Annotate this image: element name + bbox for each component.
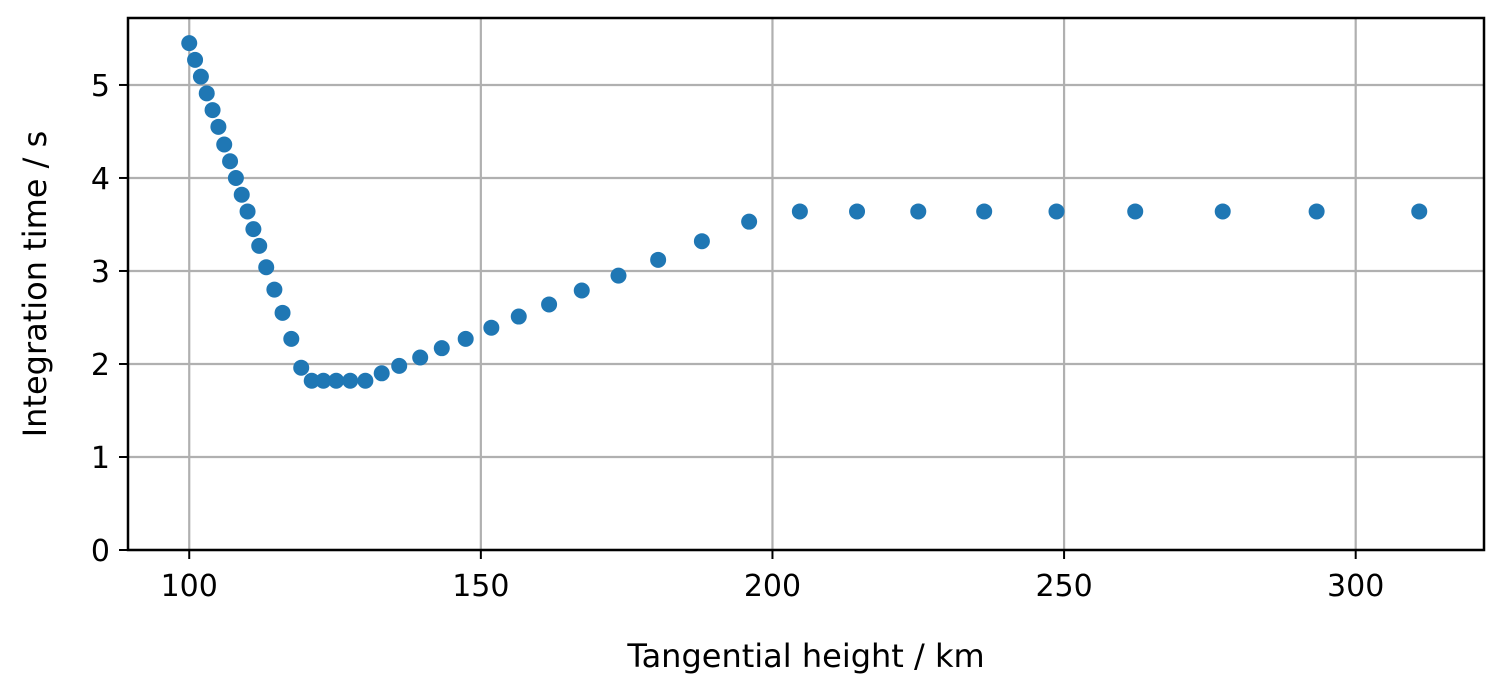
data-point: [391, 357, 408, 374]
data-point: [210, 118, 227, 135]
data-point: [245, 221, 262, 238]
grid: [128, 18, 1484, 552]
data-point: [976, 203, 993, 220]
data-point: [849, 203, 866, 220]
data-point: [510, 308, 527, 325]
x-tick-label: 300: [1327, 569, 1384, 604]
y-axis-title: Integration time / s: [16, 131, 54, 438]
y-tick-label: 3: [91, 255, 110, 290]
data-point: [204, 102, 221, 119]
y-tick-label: 1: [91, 441, 110, 476]
x-tick-label: 250: [1035, 569, 1092, 604]
data-point: [433, 340, 450, 357]
data-point: [373, 365, 390, 382]
y-axis-ticks: 0 1 2 3 4 5: [91, 69, 128, 569]
x-axis-title: Tangential height / km: [626, 637, 984, 675]
data-point: [216, 136, 233, 153]
data-point: [412, 349, 429, 366]
data-point: [283, 330, 300, 347]
data-point: [1411, 203, 1428, 220]
x-tick-label: 100: [161, 569, 218, 604]
x-tick-label: 200: [744, 569, 801, 604]
y-tick-label: 4: [91, 162, 110, 197]
data-point: [187, 51, 204, 68]
data-point: [315, 372, 332, 389]
y-tick-label: 2: [91, 348, 110, 383]
data-point: [258, 259, 275, 276]
y-tick-label: 0: [91, 534, 110, 569]
data-point: [650, 251, 667, 268]
data-point: [303, 372, 320, 389]
data-point: [483, 319, 500, 336]
data-point: [328, 372, 345, 389]
data-point: [1214, 203, 1231, 220]
y-tick-label: 5: [91, 69, 110, 104]
x-tick-label: 150: [452, 569, 509, 604]
data-point: [1048, 203, 1065, 220]
data-point: [274, 304, 291, 321]
data-point: [181, 35, 198, 52]
data-point: [357, 372, 374, 389]
data-point: [791, 203, 808, 220]
plot-frame: [126, 16, 1486, 552]
data-point: [610, 267, 627, 284]
data-point: [293, 359, 310, 376]
data-point: [573, 282, 590, 299]
data-point: [239, 203, 256, 220]
data-point: [227, 169, 244, 186]
data-point: [1308, 203, 1325, 220]
data-points: [181, 35, 1428, 389]
data-point: [251, 237, 268, 254]
data-point: [741, 213, 758, 230]
x-axis-ticks: 100 150 200 250 300: [161, 550, 1384, 604]
data-point: [457, 330, 474, 347]
data-point: [266, 281, 283, 298]
data-point: [910, 203, 927, 220]
data-point: [192, 68, 209, 85]
data-point: [342, 372, 359, 389]
data-point: [233, 186, 250, 203]
data-point: [198, 85, 215, 102]
data-point: [541, 296, 558, 313]
data-point: [1127, 203, 1144, 220]
data-point: [693, 233, 710, 250]
data-point: [222, 153, 239, 170]
